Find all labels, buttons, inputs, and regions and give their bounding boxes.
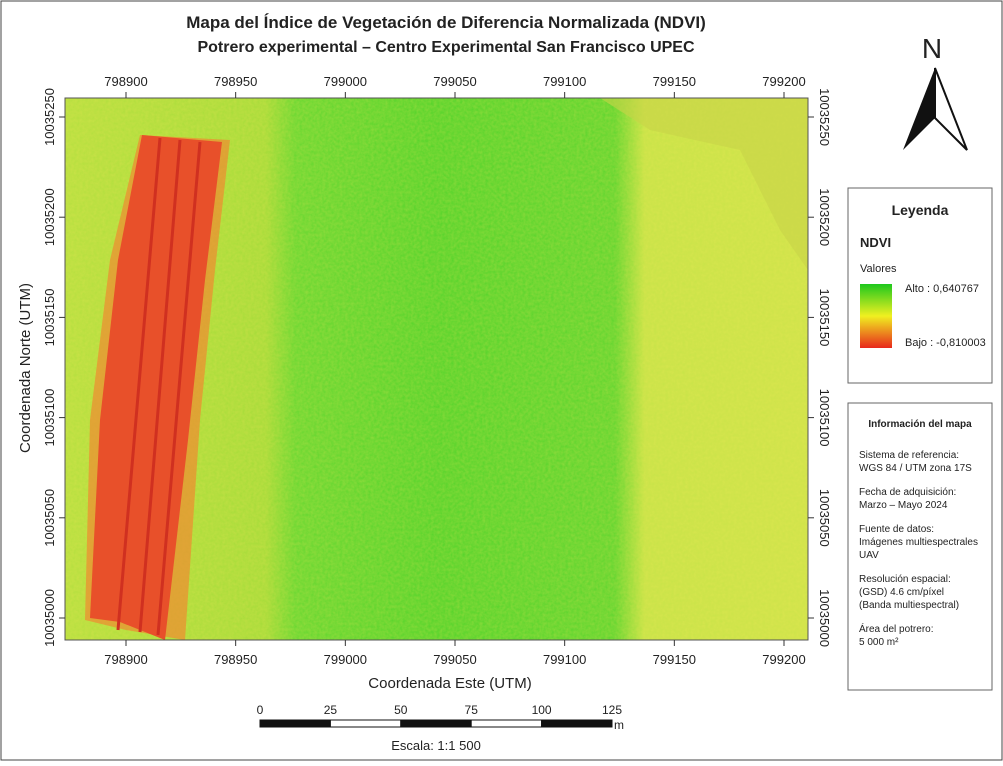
y-tick-label: 10035200 xyxy=(42,188,57,246)
info-value: (Banda multiespectral) xyxy=(859,600,959,611)
info-value: Imágenes multiespectrales xyxy=(859,537,978,548)
y-tick-label: 10035250 xyxy=(817,88,832,146)
legend-ramp xyxy=(860,284,892,348)
info-title: Información del mapa xyxy=(868,419,972,430)
x-tick-label: 799200 xyxy=(762,74,805,89)
info-box: Información del mapa Sistema de referenc… xyxy=(847,402,993,691)
legend-subtitle: Valores xyxy=(860,263,897,275)
scale-tick-label: 125 xyxy=(602,703,622,717)
x-tick-label: 798900 xyxy=(104,74,147,89)
legend-layer: NDVI xyxy=(860,235,891,250)
x-tick-label: 799100 xyxy=(543,74,586,89)
y-tick-label: 10035000 xyxy=(817,589,832,647)
x-axis-label: Coordenada Este (UTM) xyxy=(368,675,531,692)
title: Mapa del Índice de Vegetación de Diferen… xyxy=(186,13,706,32)
info-value: (GSD) 4.6 cm/píxel xyxy=(859,587,944,598)
info-label: Sistema de referencia: xyxy=(859,450,959,461)
info-label: Área del potrero: xyxy=(859,622,934,635)
y-tick-label: 10035200 xyxy=(817,188,832,246)
legend-low: Bajo : -0,810003 xyxy=(905,337,986,349)
y-tick-label: 10035050 xyxy=(817,489,832,547)
legend-high: Alto : 0,640767 xyxy=(905,283,979,295)
scale-tick-label: 75 xyxy=(465,703,479,717)
info-label: Fuente de datos: xyxy=(859,524,934,535)
x-tick-label: 799150 xyxy=(653,652,696,667)
info-value: Marzo – Mayo 2024 xyxy=(859,500,948,511)
x-tick-label: 799050 xyxy=(433,74,476,89)
scale-segment xyxy=(329,719,402,728)
x-tick-label: 799150 xyxy=(653,74,696,89)
x-tick-label: 799100 xyxy=(543,652,586,667)
x-tick-label: 799000 xyxy=(324,74,367,89)
info-label: Fecha de adquisición: xyxy=(859,487,956,498)
info-value: WGS 84 / UTM zona 17S xyxy=(859,463,972,474)
y-tick-label: 10035050 xyxy=(42,489,57,547)
x-tick-label: 799050 xyxy=(433,652,476,667)
scale-unit: m xyxy=(614,718,624,732)
x-tick-label: 798950 xyxy=(214,652,257,667)
ndvi-raster xyxy=(64,97,809,641)
x-tick-label: 799000 xyxy=(324,652,367,667)
y-tick-label: 10035100 xyxy=(817,389,832,447)
scale-tick-label: 25 xyxy=(324,703,338,717)
legend-title: Leyenda xyxy=(892,202,949,218)
scale-segment xyxy=(400,719,472,728)
y-tick-label: 10035000 xyxy=(42,589,57,647)
x-tick-label: 798950 xyxy=(214,74,257,89)
scale-segment xyxy=(470,719,543,728)
scale-label: Escala: 1:1 500 xyxy=(391,738,481,753)
info-value: UAV xyxy=(859,550,879,561)
north-label: N xyxy=(922,33,942,64)
y-tick-label: 10035250 xyxy=(42,88,57,146)
info-label: Resolución espacial: xyxy=(859,574,951,585)
subtitle: Potrero experimental – Centro Experiment… xyxy=(197,39,694,56)
north-arrow: N xyxy=(903,33,968,151)
scale-segment xyxy=(541,719,613,728)
scale-tick-label: 0 xyxy=(257,703,264,717)
y-axis-label: Coordenada Norte (UTM) xyxy=(17,283,34,453)
scale-segment xyxy=(259,719,331,728)
scale-tick-label: 50 xyxy=(394,703,408,717)
y-tick-label: 10035100 xyxy=(42,389,57,447)
x-tick-label: 798900 xyxy=(104,652,147,667)
y-tick-label: 10035150 xyxy=(817,288,832,346)
scale-tick-label: 100 xyxy=(532,703,552,717)
y-tick-label: 10035150 xyxy=(42,288,57,346)
info-value: 5 000 m² xyxy=(859,637,899,648)
legend: Leyenda NDVI Valores Alto : 0,640767 Baj… xyxy=(847,187,993,384)
x-tick-label: 799200 xyxy=(762,652,805,667)
